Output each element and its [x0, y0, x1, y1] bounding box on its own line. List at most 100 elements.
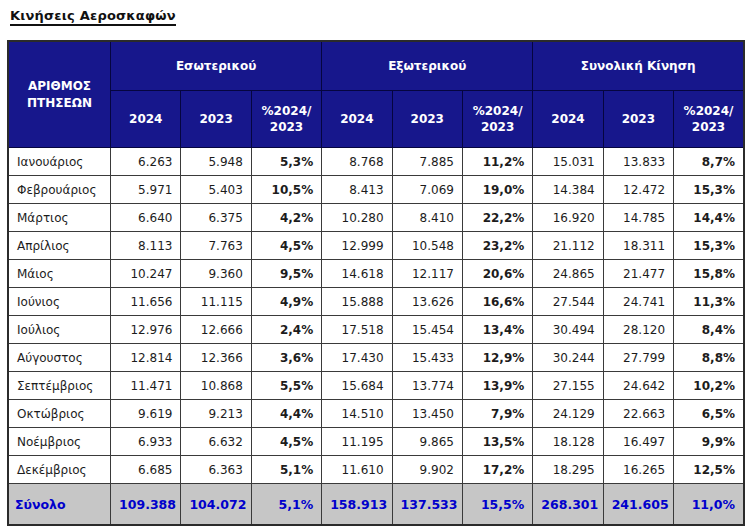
percent-cell: 6,5% [674, 400, 744, 428]
value-cell: 10.247 [111, 260, 181, 288]
subheader-total-pct: %2024/ 2023 [674, 91, 744, 148]
value-cell: 22.663 [603, 400, 673, 428]
total-row: Σύνολο 109.388 104.072 5,1% 158.913 137.… [8, 484, 744, 526]
total-international-2024: 158.913 [322, 484, 392, 526]
percent-cell: 14,4% [674, 204, 744, 232]
percent-cell: 16,6% [462, 288, 532, 316]
header-sub-row: 2024 2023 %2024/ 2023 2024 2023 %2024/ 2… [8, 91, 744, 148]
month-cell: Απρίλιος [8, 232, 111, 260]
value-cell: 14.510 [322, 400, 392, 428]
percent-cell: 12,9% [462, 344, 532, 372]
value-cell: 24.642 [603, 372, 673, 400]
value-cell: 14.384 [533, 176, 603, 204]
percent-cell: 4,5% [251, 232, 321, 260]
value-cell: 24.865 [533, 260, 603, 288]
value-cell: 27.155 [533, 372, 603, 400]
total-domestic-2023: 104.072 [181, 484, 251, 526]
value-cell: 15.684 [322, 372, 392, 400]
value-cell: 24.741 [603, 288, 673, 316]
value-cell: 9.619 [111, 400, 181, 428]
percent-cell: 13,5% [462, 428, 532, 456]
value-cell: 6.363 [181, 456, 251, 484]
subheader-international-pct: %2024/ 2023 [462, 91, 532, 148]
value-cell: 13.626 [392, 288, 462, 316]
percent-cell: 3,6% [251, 344, 321, 372]
value-cell: 9.213 [181, 400, 251, 428]
percent-cell: 22,2% [462, 204, 532, 232]
subheader-domestic-pct: %2024/ 2023 [251, 91, 321, 148]
value-cell: 11.610 [322, 456, 392, 484]
percent-cell: 11,3% [674, 288, 744, 316]
value-cell: 15.454 [392, 316, 462, 344]
value-cell: 21.112 [533, 232, 603, 260]
percent-cell: 19,0% [462, 176, 532, 204]
value-cell: 6.632 [181, 428, 251, 456]
value-cell: 12.366 [181, 344, 251, 372]
table-row: Σεπτέμβριος11.47110.8685,5%15.68413.7741… [8, 372, 744, 400]
value-cell: 21.477 [603, 260, 673, 288]
value-cell: 12.472 [603, 176, 673, 204]
value-cell: 13.774 [392, 372, 462, 400]
value-cell: 6.375 [181, 204, 251, 232]
month-cell: Ιούλιος [8, 316, 111, 344]
value-cell: 17.518 [322, 316, 392, 344]
value-cell: 9.360 [181, 260, 251, 288]
value-cell: 30.494 [533, 316, 603, 344]
percent-cell: 5,5% [251, 372, 321, 400]
percent-cell: 5,1% [251, 456, 321, 484]
subheader-domestic-2023: 2023 [181, 91, 251, 148]
value-cell: 5.948 [181, 148, 251, 176]
corner-header-number-of-flights: ΑΡΙΘΜΟΣ ΠΤΗΣΕΩΝ [8, 41, 111, 148]
page-title: Κινήσεις Αεροσκαφών [10, 8, 176, 26]
total-international-pct: 15,5% [462, 484, 532, 526]
month-cell: Οκτώβριος [8, 400, 111, 428]
value-cell: 7.885 [392, 148, 462, 176]
group-header-international: Εξωτερικού [322, 41, 533, 91]
report-page: Κινήσεις Αεροσκαφών ΑΡΙΘΜΟΣ ΠΤΗΣΕΩΝ Εσωτ… [0, 0, 750, 531]
value-cell: 6.640 [111, 204, 181, 232]
value-cell: 12.999 [322, 232, 392, 260]
total-international-2023: 137.533 [392, 484, 462, 526]
percent-cell: 15,8% [674, 260, 744, 288]
percent-cell: 11,2% [462, 148, 532, 176]
value-cell: 12.976 [111, 316, 181, 344]
table-row: Δεκέμβριος6.6856.3635,1%11.6109.90217,2%… [8, 456, 744, 484]
value-cell: 7.763 [181, 232, 251, 260]
percent-cell: 10,2% [674, 372, 744, 400]
value-cell: 5.971 [111, 176, 181, 204]
value-cell: 30.244 [533, 344, 603, 372]
percent-cell: 13,4% [462, 316, 532, 344]
value-cell: 16.265 [603, 456, 673, 484]
percent-cell: 4,5% [251, 428, 321, 456]
month-cell: Δεκέμβριος [8, 456, 111, 484]
value-cell: 15.433 [392, 344, 462, 372]
value-cell: 16.497 [603, 428, 673, 456]
value-cell: 11.656 [111, 288, 181, 316]
value-cell: 13.450 [392, 400, 462, 428]
value-cell: 16.920 [533, 204, 603, 232]
percent-cell: 10,5% [251, 176, 321, 204]
percent-cell: 13,9% [462, 372, 532, 400]
month-cell: Ιούνιος [8, 288, 111, 316]
value-cell: 9.865 [392, 428, 462, 456]
table-row: Ιούλιος12.97612.6662,4%17.51815.45413,4%… [8, 316, 744, 344]
table-body: Ιανουάριος6.2635.9485,3%8.7687.88511,2%1… [8, 148, 744, 484]
table-header: ΑΡΙΘΜΟΣ ΠΤΗΣΕΩΝ Εσωτερικού Εξωτερικού Συ… [8, 41, 744, 148]
percent-cell: 15,3% [674, 232, 744, 260]
subheader-international-2024: 2024 [322, 91, 392, 148]
subheader-total-2024: 2024 [533, 91, 603, 148]
value-cell: 11.195 [322, 428, 392, 456]
table-row: Νοέμβριος6.9336.6324,5%11.1959.86513,5%1… [8, 428, 744, 456]
table-footer: Σύνολο 109.388 104.072 5,1% 158.913 137.… [8, 484, 744, 526]
table-row: Φεβρουάριος5.9715.40310,5%8.4137.06919,0… [8, 176, 744, 204]
percent-cell: 9,9% [674, 428, 744, 456]
value-cell: 8.768 [322, 148, 392, 176]
value-cell: 6.263 [111, 148, 181, 176]
subheader-international-2023: 2023 [392, 91, 462, 148]
value-cell: 15.031 [533, 148, 603, 176]
percent-cell: 4,2% [251, 204, 321, 232]
percent-cell: 15,3% [674, 176, 744, 204]
value-cell: 5.403 [181, 176, 251, 204]
total-label: Σύνολο [8, 484, 111, 526]
table-row: Μάρτιος6.6406.3754,2%10.2808.41022,2%16.… [8, 204, 744, 232]
